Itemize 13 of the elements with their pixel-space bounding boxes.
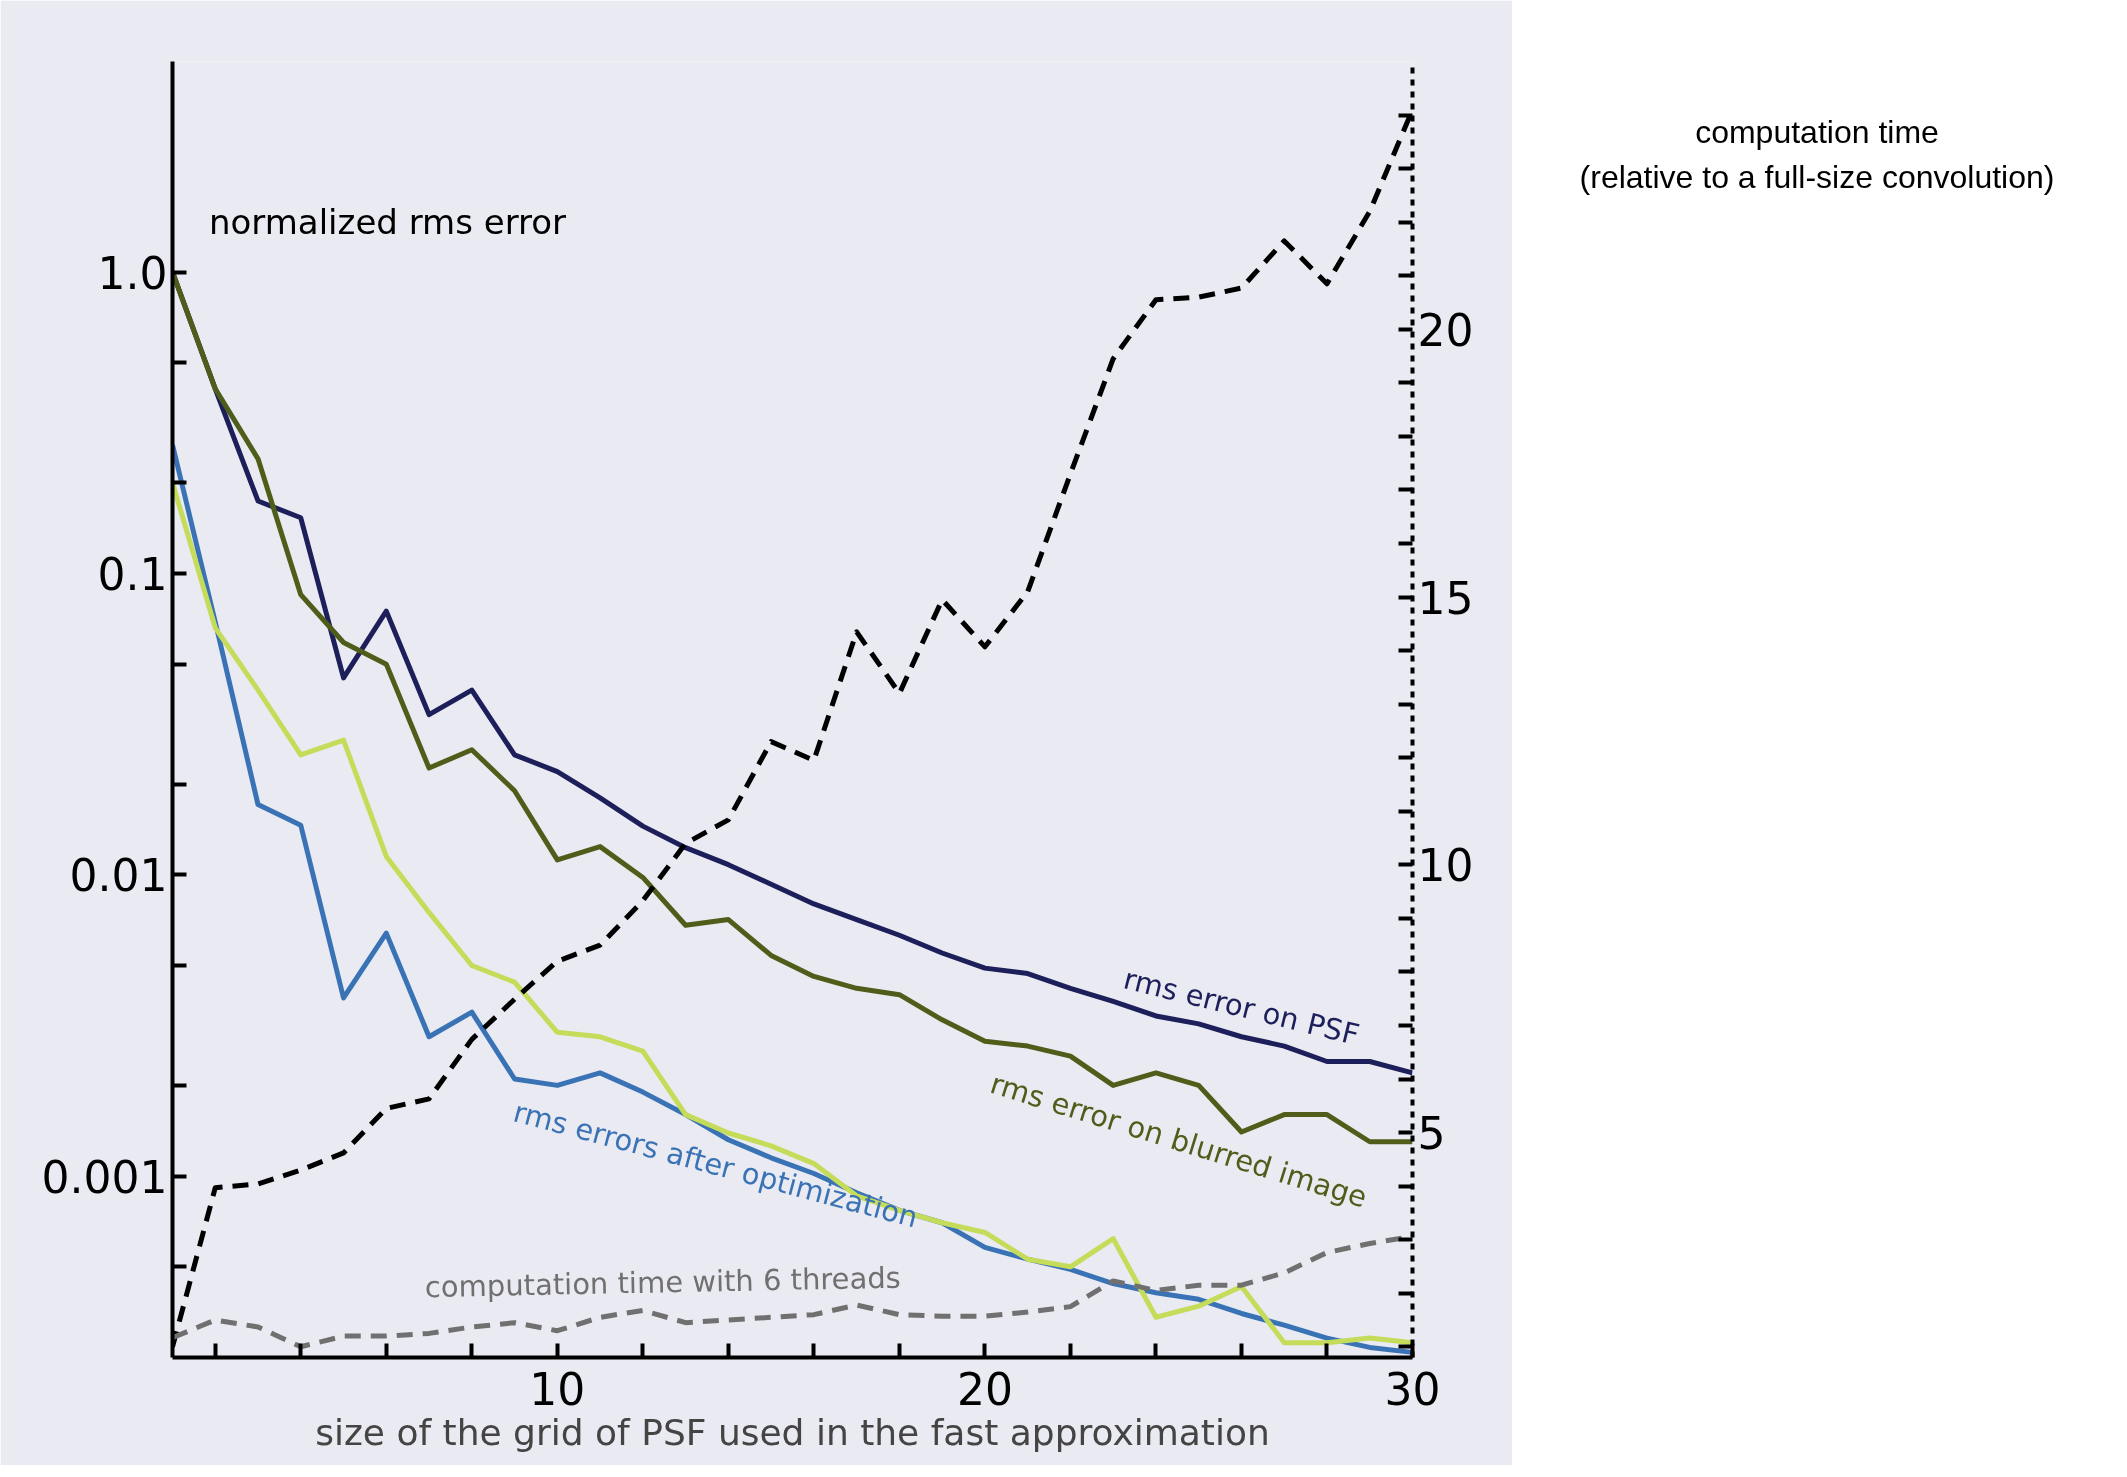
y-tick-label: 1.0 (97, 247, 168, 299)
y-tick-label: 0.001 (41, 1151, 168, 1203)
series-label: computation time with 6 threads (424, 1260, 902, 1305)
y2-tick-label: 5 (1417, 1108, 1446, 1160)
text: rms error on PSF (1120, 961, 1363, 1052)
y2-tick-label: 20 (1417, 304, 1474, 356)
x-tick-label: 30 (1384, 1363, 1441, 1415)
y2-tick-label: 10 (1417, 840, 1474, 892)
y-tick-label: 0.1 (97, 548, 168, 600)
y-axis-title: normalized rms error (208, 201, 567, 242)
y2-axis-title: computation time (relative to a full-size convolution) (1579, 113, 2055, 197)
y2-tick-label: 15 (1417, 572, 1474, 624)
y-tick-label: 0.01 (69, 850, 168, 902)
